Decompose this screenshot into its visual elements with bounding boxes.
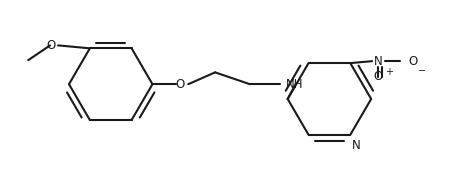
- Text: +: +: [385, 67, 393, 77]
- Text: −: −: [418, 66, 426, 76]
- Text: O: O: [374, 70, 383, 83]
- Text: NH: NH: [286, 78, 303, 91]
- Text: N: N: [374, 55, 383, 68]
- Text: O: O: [47, 39, 56, 52]
- Text: N: N: [352, 139, 361, 152]
- Text: O: O: [176, 78, 185, 91]
- Text: O: O: [408, 55, 417, 68]
